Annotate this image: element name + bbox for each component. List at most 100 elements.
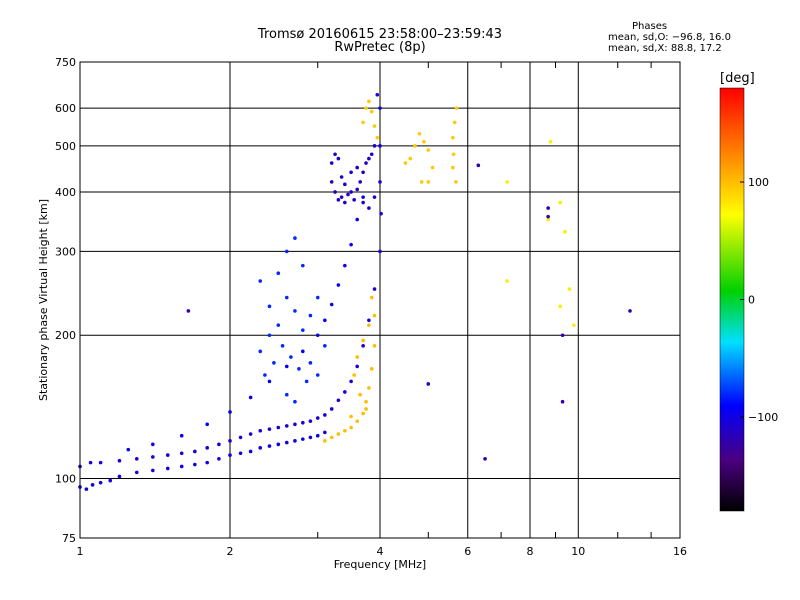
data-point [193,449,197,454]
data-point [364,407,368,411]
data-point [361,344,365,348]
data-point [267,333,272,338]
data-point [267,304,272,309]
stats-x-mode: mean, sd,X: 88.8, 17.2 [608,43,722,54]
y-tick-label: 100 [55,473,76,486]
data-point [228,410,232,414]
x-tick-label: 2 [227,545,234,558]
data-point [369,367,374,371]
data-point [476,163,481,168]
chart-subtitle: RwPretec (8p) [334,40,426,55]
data-point [355,187,359,192]
stats-o-mode: mean, sd,O: −96.8, 16.0 [608,32,731,43]
data-point [372,124,377,128]
data-point [372,195,377,199]
data-point [88,460,93,465]
data-point [567,287,572,291]
data-point [315,373,320,377]
data-point [165,453,170,457]
data-point [346,192,350,197]
data-point [367,386,371,390]
data-point [546,217,550,222]
data-point [329,407,334,411]
data-point [378,180,382,184]
data-point [248,395,253,400]
data-point [372,344,377,348]
data-point [336,283,341,287]
data-point [349,170,353,175]
data-point [628,309,632,313]
data-point [329,180,334,184]
data-point [336,198,341,202]
data-point [217,457,221,461]
data-point [289,355,293,359]
data-point [560,333,565,338]
data-point [361,120,365,125]
data-point [117,474,122,479]
data-point [546,206,550,210]
data-point [263,373,267,377]
data-point [293,439,297,443]
data-point [349,379,353,384]
data-point [355,419,359,423]
y-tick-label: 75 [62,532,76,545]
data-point [151,442,155,447]
data-point [369,109,374,114]
data-point [284,295,289,300]
x-tick-label: 4 [377,545,384,558]
data-point [108,478,113,483]
data-point [151,468,155,473]
data-point [349,190,353,194]
data-point [451,135,455,140]
data-point [355,217,359,222]
data-point [361,338,365,343]
colorbar-label: [deg] [720,71,755,86]
data-point [558,200,563,205]
data-point [248,449,253,454]
data-point [323,344,327,348]
data-point [98,480,103,485]
data-point [329,435,334,440]
data-point [548,139,553,144]
data-point [367,206,371,210]
data-point [343,428,347,433]
data-point [375,92,380,97]
data-point [364,161,368,165]
data-point [284,440,289,445]
colorbar-tick-label: 100 [748,176,769,189]
data-point [228,439,232,443]
x-tick-label: 6 [464,545,471,558]
y-tick-label: 200 [55,329,76,342]
data-point [329,302,334,307]
y-tick-label: 750 [55,56,76,69]
data-point [308,313,313,318]
data-point [329,161,334,165]
data-point [379,211,383,216]
x-tick-label: 10 [571,545,585,558]
data-point [293,236,297,240]
data-point [349,414,353,419]
data-point [205,422,209,427]
data-point [323,430,327,435]
data-point [205,446,209,450]
data-point [284,392,289,397]
data-point [267,427,272,431]
data-point [417,131,422,136]
data-point [364,106,368,110]
data-point [355,355,359,359]
data-point [483,457,487,461]
data-point [355,364,359,369]
data-point [413,144,417,148]
data-point [258,446,263,450]
data-point [267,379,272,384]
data-point [293,422,297,427]
data-point [372,144,377,148]
data-point [452,120,457,125]
data-point [301,328,305,332]
data-point [336,156,341,161]
data-point [505,279,509,283]
data-point [284,364,289,369]
y-axis-label: Stationary phase Virtual Height [km] [37,199,50,401]
y-tick-label: 500 [55,140,76,153]
data-point [369,152,374,157]
